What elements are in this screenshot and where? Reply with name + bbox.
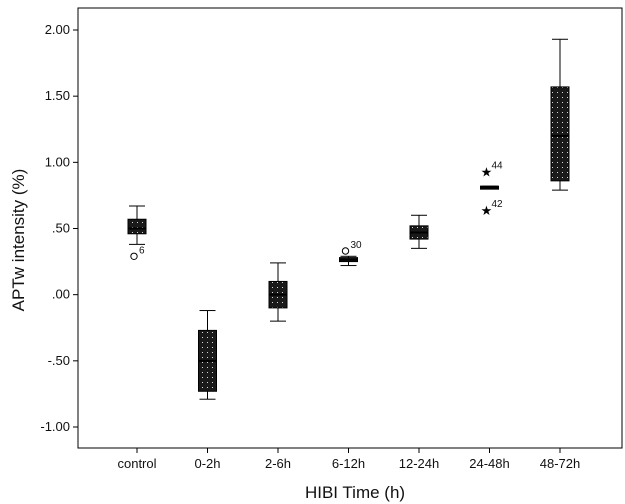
box-body [127,218,147,235]
box-6-12h [339,255,358,267]
box-24-48h [480,185,499,190]
y-tick-label: 1.00 [45,154,70,169]
y-tick-label: -.50 [48,353,70,368]
y-tick-label: .50 [52,221,70,236]
outliers-layer: 6 30★ 44★ 42 [130,161,503,260]
x-tick-label: 12-24h [399,456,439,471]
box-body [550,86,570,182]
outlier-star-marker: ★ [481,204,493,219]
box-48-72h [550,38,570,191]
y-tick-label: 2.00 [45,22,70,37]
outlier-point: ★ 44 [481,161,503,181]
outlier-circle-marker [341,247,350,255]
outlier-star-marker: ★ [481,166,493,181]
x-tick-label: 0-2h [194,456,220,471]
box-12-24h [409,214,429,249]
plot-frame [77,7,623,449]
x-tick-label: 6-12h [332,456,365,471]
x-tick-label: 24-48h [469,456,509,471]
outlier-label: 30 [351,240,363,251]
outlier-label: 42 [492,199,504,210]
y-axis: 2.00 1.50 1.00 .50 .00 -.50 -1.00 [40,22,78,434]
outlier-point: ★ 42 [481,199,503,219]
x-axis-title: HIBI Time (h) [305,483,405,502]
outlier-point: 6 [130,245,145,260]
x-tick-label: control [117,456,156,471]
outlier-label: 44 [492,161,504,172]
y-tick-label: -1.00 [40,419,70,434]
y-axis-title: APTw intensity (%) [9,169,28,312]
box-2-6h [268,262,288,322]
y-tick-label: 1.50 [45,88,70,103]
outlier-point: 30 [341,240,363,255]
boxes-layer [127,38,570,400]
box-control [127,205,147,245]
box-0-2h [198,310,217,400]
outlier-label: 6 [139,245,145,256]
x-tick-label: 48-72h [540,456,580,471]
x-tick-label: 2-6h [265,456,291,471]
x-axis: control 0-2h 2-6h 6-12h 12-24h 24-48h 48-72h [117,448,580,471]
outlier-circle-marker [130,252,138,260]
y-tick-label: .00 [52,287,70,302]
